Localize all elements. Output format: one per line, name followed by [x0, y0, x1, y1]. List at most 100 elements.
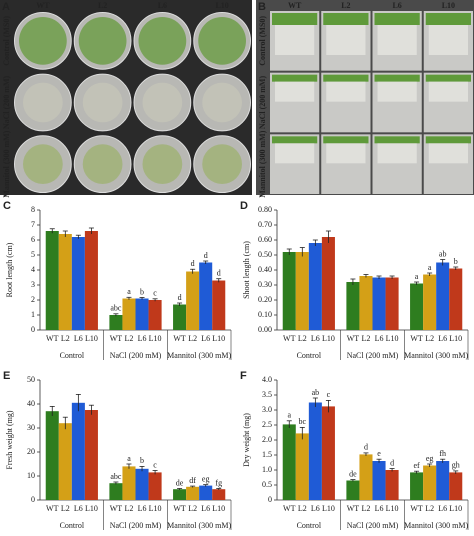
shoots — [374, 74, 420, 82]
row-label: NaCl (200 mM) — [2, 76, 11, 130]
bar-label: L6 — [74, 504, 83, 513]
significance-letter: c — [153, 460, 157, 469]
column-label: L10 — [215, 1, 228, 10]
row-label: Control (MS0) — [258, 16, 267, 66]
bar — [308, 243, 322, 330]
roots — [377, 25, 417, 55]
x-group-label: Mannitol (300 mM) — [404, 351, 468, 360]
y-tick-label: 0.50 — [258, 250, 272, 259]
bar-label: WT — [173, 334, 186, 343]
y-tick-label: 4.0 — [262, 375, 272, 384]
x-group-label: Control — [60, 351, 85, 360]
seedlings — [23, 82, 63, 123]
panel-label: D — [240, 200, 248, 212]
bar — [45, 411, 59, 500]
column-label: L6 — [392, 1, 401, 10]
y-tick-label: 50 — [27, 375, 35, 384]
bar — [449, 268, 463, 330]
bar-label: L2 — [125, 504, 134, 513]
y-tick-label: 10 — [27, 471, 35, 480]
bar — [135, 468, 149, 500]
bar-label: L2 — [61, 334, 70, 343]
bar-label: WT — [110, 504, 123, 513]
bar — [436, 461, 450, 500]
bar — [135, 298, 149, 330]
roots — [275, 81, 315, 102]
bar — [385, 470, 399, 500]
bar-label: L2 — [362, 504, 371, 513]
seedlings — [78, 16, 127, 65]
bar — [109, 483, 123, 500]
significance-letter: ab — [439, 249, 447, 258]
bar — [109, 315, 123, 330]
panel-label: A — [2, 1, 10, 13]
roots — [326, 143, 366, 164]
panel-label: F — [240, 370, 247, 382]
roots — [377, 81, 417, 102]
shoots — [425, 74, 471, 82]
bar-label: L10 — [85, 334, 98, 343]
bar-label: L6 — [201, 334, 210, 343]
shoots — [323, 74, 369, 82]
roots — [428, 25, 468, 55]
seedlings — [202, 144, 242, 185]
y-tick-label: 1.0 — [262, 465, 272, 474]
significance-letter: d — [204, 251, 208, 260]
bar — [359, 276, 373, 330]
significance-letter: d — [390, 458, 394, 467]
y-tick-label: 0.70 — [258, 220, 272, 229]
y-tick-label: 0 — [31, 325, 35, 334]
bar-label: WT — [410, 504, 423, 513]
y-tick-label: 0 — [268, 495, 272, 504]
significance-letter: a — [127, 454, 131, 463]
bar — [385, 277, 399, 330]
bar-label: L10 — [322, 504, 335, 513]
bar-label: L10 — [149, 504, 162, 513]
y-tick-label: 0.30 — [258, 280, 272, 289]
bar — [372, 461, 386, 500]
shoots — [272, 136, 318, 144]
bar — [84, 410, 98, 500]
bar — [148, 300, 162, 330]
seedlings — [198, 16, 246, 65]
y-tick-label: 20 — [27, 447, 35, 456]
shoots — [272, 74, 318, 82]
bar-label: L10 — [149, 334, 162, 343]
significance-letter: d — [178, 293, 182, 302]
x-group-label: Mannitol (300 mM) — [167, 351, 231, 360]
x-group-label: Control — [60, 521, 85, 530]
x-group-label: Control — [297, 351, 322, 360]
shoots — [374, 136, 420, 144]
bar-label: L6 — [438, 334, 447, 343]
y-tick-label: 30 — [27, 423, 35, 432]
bar — [173, 304, 187, 330]
significance-letter: b — [454, 257, 458, 266]
bar — [372, 277, 386, 330]
row-label: Control (MS0) — [2, 16, 11, 66]
bar-label: L6 — [138, 504, 147, 513]
y-tick-label: 0.80 — [258, 205, 272, 214]
y-tick-label: 5 — [31, 250, 35, 259]
bar — [71, 237, 85, 330]
y-tick-label: 3.5 — [262, 390, 272, 399]
y-tick-label: 3 — [31, 280, 35, 289]
panel-label: E — [3, 370, 10, 382]
bar — [122, 298, 136, 330]
y-tick-label: 0.20 — [258, 295, 272, 304]
y-tick-label: 0.00 — [258, 325, 272, 334]
significance-letter: fg — [215, 478, 222, 487]
shoots — [272, 13, 318, 25]
y-tick-label: 1 — [31, 310, 35, 319]
column-label: L2 — [341, 1, 350, 10]
seedlings — [82, 144, 123, 185]
bar-label: L2 — [298, 504, 307, 513]
bar — [58, 234, 72, 330]
bar-label: L2 — [425, 334, 434, 343]
bar-label: L2 — [362, 334, 371, 343]
significance-letter: b — [140, 456, 144, 465]
bar — [186, 271, 200, 330]
seedlings — [82, 82, 123, 123]
row-label: Mannitol (300 mM) — [2, 130, 11, 197]
bar-label: L10 — [212, 504, 225, 513]
bar — [148, 472, 162, 500]
